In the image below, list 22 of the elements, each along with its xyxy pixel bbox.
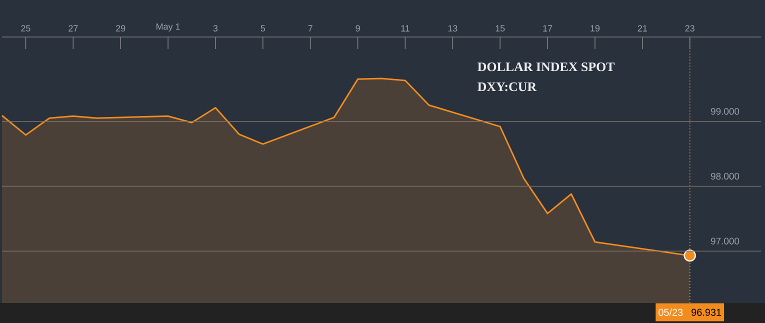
x-tick-label: 5 [260,25,266,32]
x-tick-label: 3 [213,25,218,32]
x-tick-label: 9 [356,25,360,32]
y-tick-label: 97.000 [710,238,740,244]
x-tick-label: 13 [448,25,458,32]
x-tick-label: 29 [116,25,126,32]
x-tick-label: 21 [638,25,647,32]
x-tick-label: 23 [685,25,694,32]
ref-line-label: 05/23 [658,308,683,316]
text: 96.931 [692,308,722,316]
y-tick-label: 98.000 [710,172,740,180]
x-tick-label: 19 [590,25,600,32]
x-tick-label: 25 [21,25,30,32]
x-tick-label: 17 [543,25,552,32]
text: DXY:CUR [478,82,537,92]
y-tick-label: 99.000 [710,108,740,115]
text: DOLLAR INDEX SPOT [478,62,615,72]
x-tick-label: 7 [308,25,312,32]
x-tick-label: 11 [401,25,410,32]
x-tick-label: 27 [68,25,78,32]
x-tick-label: 15 [496,25,505,32]
x-tick-label: May 1 [156,23,180,32]
